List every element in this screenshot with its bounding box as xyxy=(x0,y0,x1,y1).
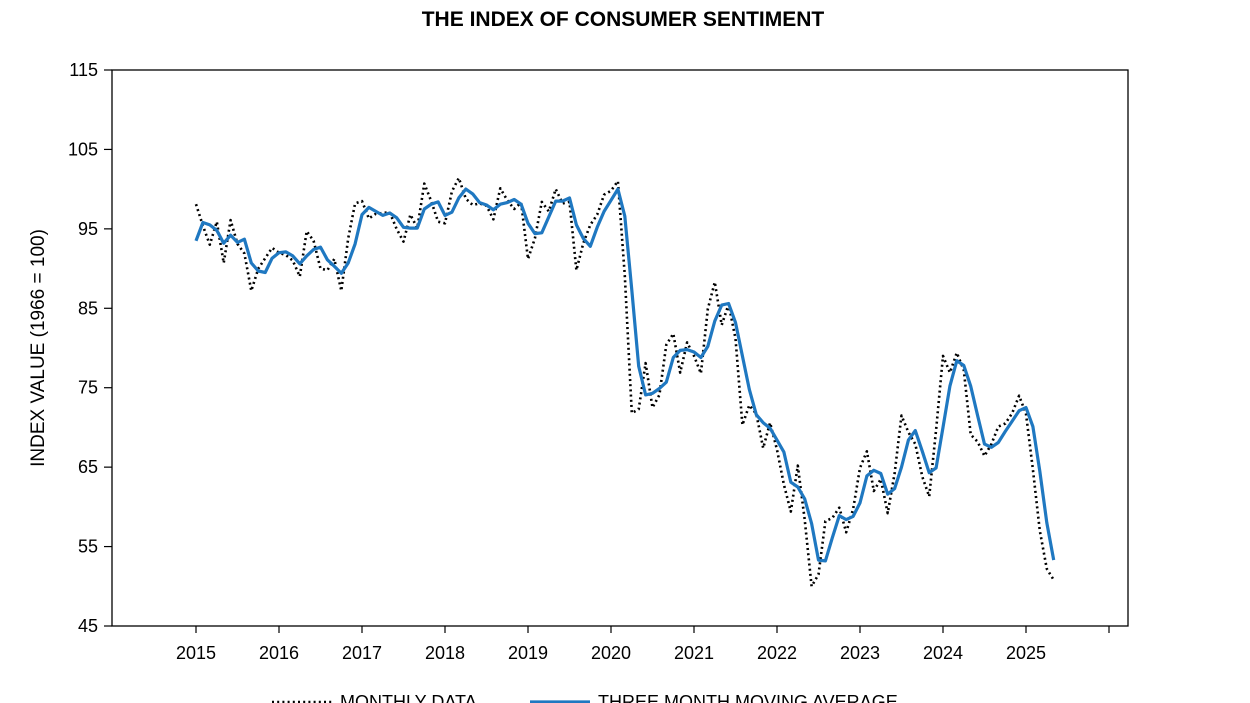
x-tick-label: 2024 xyxy=(923,643,963,663)
y-tick-label: 55 xyxy=(78,537,98,557)
x-tick-label: 2017 xyxy=(342,643,382,663)
x-tick-label: 2025 xyxy=(1006,643,1046,663)
x-tick-label: 2015 xyxy=(176,643,216,663)
legend-label-three-month-moving-average: THREE MONTH MOVING AVERAGE xyxy=(598,692,898,703)
x-tick-label: 2020 xyxy=(591,643,631,663)
x-axis-ticks: 2015 2016 2017 2018 2019 2020 2021 2022 2023 2024… xyxy=(176,626,1110,663)
y-tick-label: 45 xyxy=(78,616,98,636)
y-axis-ticks: 45 55 65 75 85 95 105 115 xyxy=(68,60,112,636)
series-line-monthly-data xyxy=(194,176,1055,588)
y-tick-label: 75 xyxy=(78,378,98,398)
y-tick-label: 65 xyxy=(78,457,98,477)
x-tick-label: 2023 xyxy=(840,643,880,663)
x-tick-label: 2022 xyxy=(757,643,797,663)
legend-label-monthly-data: MONTHLY DATA xyxy=(340,692,477,703)
plot-frame xyxy=(111,69,1129,627)
y-axis-title: INDEX VALUE (1966 = 100) xyxy=(28,229,49,467)
y-tick-label: 105 xyxy=(68,139,98,159)
legend: MONTHLY DATA THREE MONTH MOVING AVERAGE xyxy=(272,692,898,703)
x-tick-label: 2021 xyxy=(674,643,714,663)
chart-title: THE INDEX OF CONSUMER SENTIMENT xyxy=(422,8,825,31)
series-line-three-month-moving-average xyxy=(194,187,1056,563)
x-tick-label: 2018 xyxy=(425,643,465,663)
x-tick-label: 2016 xyxy=(259,643,299,663)
x-tick-label: 2019 xyxy=(508,643,548,663)
y-tick-label: 85 xyxy=(78,298,98,318)
y-tick-label: 95 xyxy=(78,219,98,239)
y-tick-label: 115 xyxy=(69,60,98,80)
